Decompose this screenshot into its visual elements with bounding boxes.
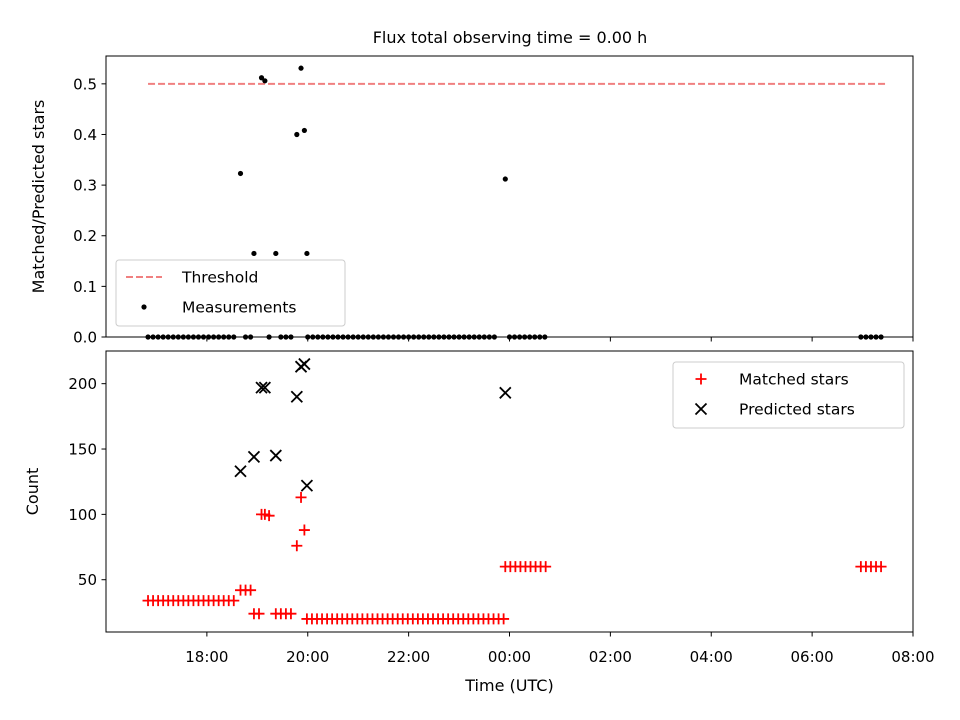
data-point <box>245 584 257 596</box>
data-point <box>285 608 297 620</box>
data-point <box>251 250 257 257</box>
y-tick-label: 200 <box>68 375 97 393</box>
legend-label: Predicted stars <box>739 401 855 419</box>
x-tick-label: 02:00 <box>589 648 632 666</box>
y-tick-label: 0.1 <box>73 278 97 296</box>
data-point <box>298 524 310 536</box>
data-point <box>290 390 303 403</box>
data-point <box>304 250 310 257</box>
y-tick-label: 0.3 <box>73 177 97 195</box>
legend-frame <box>115 259 346 327</box>
data-point <box>294 131 300 138</box>
bottom-plot-area <box>142 357 887 625</box>
bottom-legend: Matched stars Predicted stars <box>672 361 905 429</box>
data-point <box>258 381 272 394</box>
bottom-y-axis-label: Count <box>23 468 42 516</box>
data-point <box>237 170 244 177</box>
y-tick-label: 0.0 <box>73 329 97 347</box>
x-axis-label: Time (UTC) <box>464 676 553 695</box>
x-tick-label: 08:00 <box>891 648 934 666</box>
top-x-axis <box>206 337 914 342</box>
data-point <box>300 479 314 492</box>
bottom-panel: 50 100 150 200 18:00 20:00 22:00 00:00 02:00 04:… <box>23 350 935 695</box>
data-point <box>298 357 311 371</box>
data-point <box>295 491 307 503</box>
y-tick-label: 0.5 <box>73 75 97 93</box>
chart-title: Flux total observing time = 0.00 h <box>373 28 648 47</box>
top-panel: 0.0 0.1 0.2 0.3 0.4 0.5 Matched/Predicted sta… <box>29 55 914 347</box>
data-point <box>273 250 279 257</box>
x-tick-label: 22:00 <box>387 648 430 666</box>
x-tick-label: 20:00 <box>286 648 329 666</box>
legend-frame <box>672 361 905 429</box>
x-tick-label: 00:00 <box>488 648 531 666</box>
data-point <box>234 465 247 478</box>
data-point <box>875 561 887 573</box>
y-tick-label: 100 <box>68 506 97 524</box>
x-tick-label: 04:00 <box>690 648 733 666</box>
y-tick-label: 50 <box>78 571 97 589</box>
legend-label: Measurements <box>182 299 297 317</box>
data-point <box>499 386 512 399</box>
data-point <box>247 450 261 464</box>
data-point <box>498 613 510 625</box>
top-y-axis: 0.0 0.1 0.2 0.3 0.4 0.5 <box>73 75 106 347</box>
data-point <box>298 65 304 71</box>
data-point <box>258 75 265 81</box>
legend-label: Matched stars <box>739 371 849 389</box>
data-point <box>291 540 303 552</box>
x-tick-label: 06:00 <box>791 648 834 666</box>
data-point <box>540 561 552 573</box>
data-point <box>253 608 265 620</box>
data-point <box>228 595 240 607</box>
top-legend: Threshold Measurements <box>115 259 346 327</box>
data-point <box>263 510 275 522</box>
bottom-y-axis: 50 100 150 200 <box>68 375 106 589</box>
data-point <box>262 78 268 84</box>
data-point <box>301 127 307 134</box>
y-tick-label: 0.4 <box>73 126 97 144</box>
data-point <box>502 176 508 182</box>
legend-marker <box>694 402 708 416</box>
legend-marker <box>695 373 707 385</box>
y-tick-label: 150 <box>68 441 97 459</box>
y-tick-label: 0.2 <box>73 227 97 245</box>
top-y-axis-label: Matched/Predicted stars <box>29 100 48 294</box>
x-tick-label: 18:00 <box>185 648 228 666</box>
bottom-x-axis: 18:00 20:00 22:00 00:00 02:00 04:00 06:00 08:00 <box>185 632 935 666</box>
legend-label: Threshold <box>181 269 258 287</box>
data-point <box>269 449 282 462</box>
data-point <box>255 381 268 394</box>
legend-marker <box>141 304 147 310</box>
